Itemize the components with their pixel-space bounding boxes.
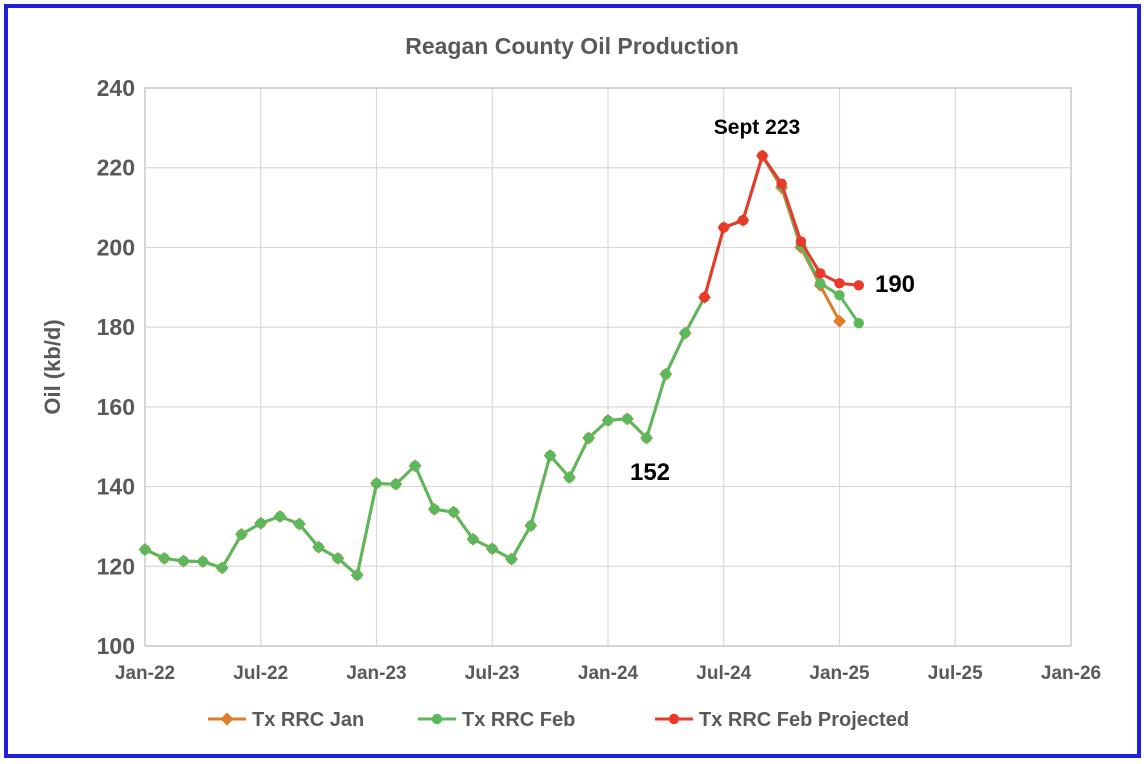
data-point [853, 280, 864, 291]
data-point [679, 327, 691, 339]
plot-area-border [144, 87, 1072, 647]
legend-label: Tx RRC Feb [462, 709, 575, 731]
annotation-low: 152 [630, 459, 670, 486]
data-point [487, 543, 498, 554]
data-point [544, 450, 556, 461]
annotation-latest: 190 [875, 271, 915, 298]
data-point [371, 478, 382, 489]
data-point [448, 506, 459, 518]
x-tick-label: Jan-24 [578, 663, 639, 684]
chart-frame [4, 4, 1141, 758]
data-point [834, 290, 845, 301]
chart-title: Reagan County Oil Production [405, 33, 739, 59]
data-point [313, 541, 324, 553]
legend-marker [668, 713, 680, 725]
data-point [757, 150, 768, 161]
data-point [660, 368, 672, 380]
data-point [737, 215, 749, 226]
data-point [409, 460, 421, 472]
data-point [274, 511, 286, 522]
grid [145, 87, 1071, 647]
data-point [602, 415, 614, 426]
data-point [776, 178, 787, 189]
data-point [833, 314, 846, 328]
data-point [255, 518, 266, 529]
series-2 [699, 150, 864, 303]
data-point [564, 472, 575, 483]
data-point [718, 222, 729, 233]
y-tick-label: 120 [97, 553, 135, 579]
x-axis-ticks: Jan-22 Jul-22 Jan-23 Jul-23 Jan-24 Jul-24 Jan-… [115, 663, 1101, 684]
data-point [622, 413, 633, 425]
data-point [352, 569, 363, 581]
data-point [178, 555, 189, 567]
legend-item: Tx RRC Feb Projected [655, 709, 909, 731]
legend-label: Tx RRC Feb Projected [699, 709, 909, 731]
data-point [815, 268, 826, 279]
data-point [583, 432, 594, 444]
data-point [641, 432, 652, 444]
y-tick-label: 160 [97, 394, 135, 420]
x-tick-label: Jul-23 [465, 663, 520, 684]
y-axis-ticks: 100 120 140 160 180 200 220 240 [97, 75, 135, 659]
x-tick-label: Jul-25 [928, 663, 983, 684]
legend-marker [431, 713, 443, 725]
legend: Tx RRC Jan Tx RRC Feb Tx RRC Feb Projected [208, 709, 909, 731]
legend-label: Tx RRC Jan [252, 709, 364, 731]
data-point [834, 278, 845, 289]
annotation-peak: Sept 223 [714, 116, 800, 139]
data-point [236, 529, 247, 540]
data-point [815, 278, 826, 289]
x-tick-label: Jul-22 [233, 663, 288, 684]
data-point [467, 533, 479, 545]
x-tick-label: Jul-24 [696, 663, 751, 684]
data-point [390, 478, 401, 490]
series-group [138, 149, 864, 582]
y-tick-label: 180 [97, 314, 135, 340]
data-point [699, 292, 710, 303]
y-tick-label: 240 [97, 75, 135, 101]
x-tick-label: Jan-23 [346, 663, 406, 684]
data-point [506, 553, 517, 565]
data-point [525, 520, 537, 531]
x-tick-label: Jan-22 [115, 663, 175, 684]
data-point [216, 562, 228, 574]
y-axis-label: Oil (kb/d) [40, 319, 65, 414]
x-tick-label: Jan-26 [1041, 663, 1101, 684]
data-point [197, 556, 209, 567]
data-point [294, 518, 305, 530]
data-point [159, 553, 170, 564]
series-line [144, 154, 861, 577]
data-point [429, 504, 440, 515]
legend-marker [220, 712, 234, 726]
legend-item: Tx RRC Feb [418, 709, 575, 731]
y-tick-label: 220 [97, 155, 135, 181]
y-tick-label: 140 [97, 474, 135, 500]
data-point [332, 553, 344, 564]
series-1 [139, 150, 864, 581]
y-tick-label: 100 [97, 633, 135, 659]
data-point [853, 317, 864, 329]
y-tick-label: 200 [97, 234, 135, 260]
legend-item: Tx RRC Jan [208, 709, 364, 731]
data-point [139, 544, 151, 555]
x-tick-label: Jan-25 [809, 663, 870, 684]
data-point [795, 236, 807, 247]
